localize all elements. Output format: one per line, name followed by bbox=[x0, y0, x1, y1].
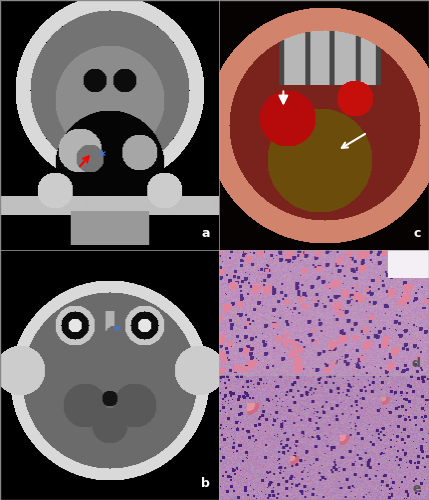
Text: *: * bbox=[113, 325, 121, 340]
Text: *: * bbox=[98, 150, 106, 165]
Text: e: e bbox=[412, 482, 420, 495]
Text: d: d bbox=[412, 357, 420, 370]
Text: b: b bbox=[201, 477, 210, 490]
Text: a: a bbox=[202, 227, 210, 240]
Text: c: c bbox=[413, 227, 420, 240]
